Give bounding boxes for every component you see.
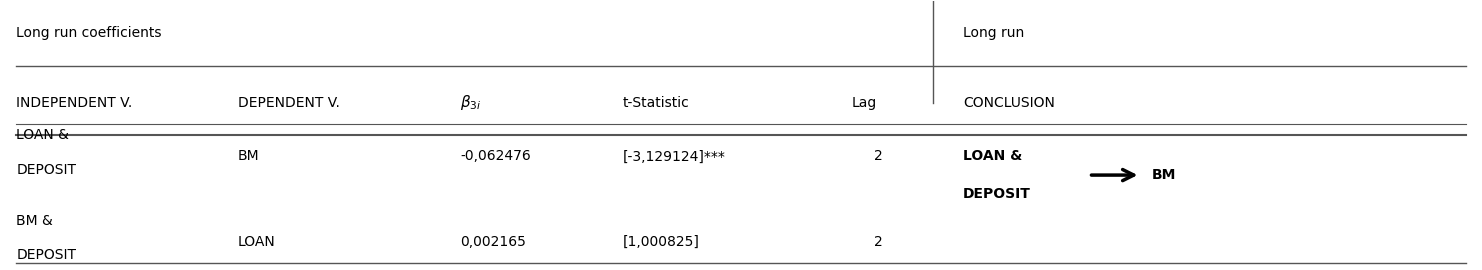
Text: DEPOSIT: DEPOSIT: [963, 187, 1031, 201]
Text: BM: BM: [1152, 168, 1177, 182]
Text: [1,000825]: [1,000825]: [622, 235, 700, 249]
Text: $\beta_{3i}$: $\beta_{3i}$: [459, 93, 482, 112]
Text: t-Statistic: t-Statistic: [622, 96, 689, 110]
Text: 2: 2: [874, 149, 883, 163]
Text: DEPOSIT: DEPOSIT: [16, 248, 76, 262]
Text: LOAN &: LOAN &: [16, 128, 70, 142]
Text: INDEPENDENT V.: INDEPENDENT V.: [16, 96, 132, 110]
Text: [-3,129124]***: [-3,129124]***: [622, 149, 726, 163]
Text: DEPENDENT V.: DEPENDENT V.: [239, 96, 339, 110]
Text: LOAN &: LOAN &: [963, 149, 1023, 163]
Text: CONCLUSION: CONCLUSION: [963, 96, 1055, 110]
Text: LOAN: LOAN: [239, 235, 276, 249]
Text: Long run: Long run: [963, 26, 1024, 40]
Text: 0,002165: 0,002165: [459, 235, 526, 249]
Text: -0,062476: -0,062476: [459, 149, 531, 163]
Text: 2: 2: [874, 235, 883, 249]
Text: DEPOSIT: DEPOSIT: [16, 163, 76, 177]
Text: Long run coefficients: Long run coefficients: [16, 26, 162, 40]
Text: Lag: Lag: [852, 96, 877, 110]
Text: BM &: BM &: [16, 214, 53, 228]
Text: BM: BM: [239, 149, 259, 163]
